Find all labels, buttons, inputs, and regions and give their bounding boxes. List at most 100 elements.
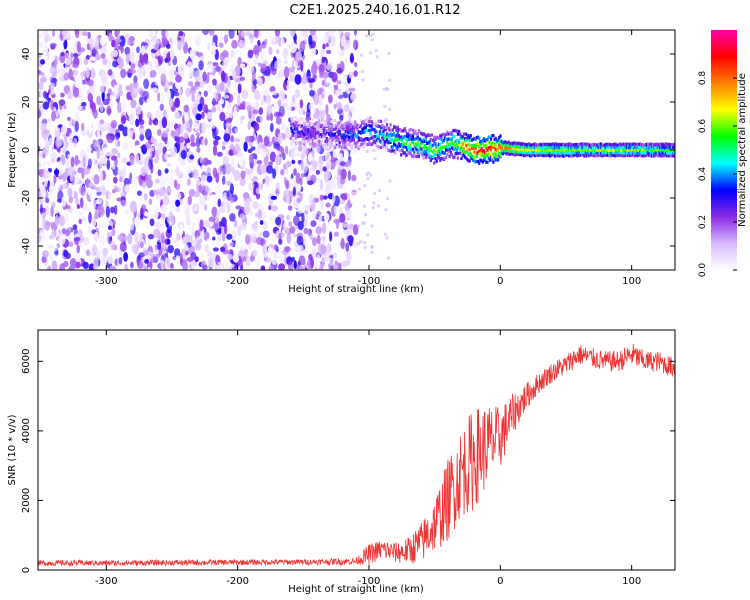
spectrogram-noise-cell	[346, 160, 352, 167]
spectrogram-ridge-cell	[650, 154, 653, 158]
spectrogram-ridge-cell	[511, 149, 514, 153]
spectrogram-ridge-cell	[394, 125, 397, 129]
spectrogram-ridge-cell	[430, 157, 433, 161]
spectrogram-noise-cell	[204, 220, 211, 228]
spectrogram-ridge-cell	[502, 146, 506, 150]
spectrogram-ridge-cell	[359, 131, 363, 135]
spectrogram-noise-cell	[344, 203, 350, 211]
spectrogram-ridge-cell	[426, 147, 429, 151]
spectrogram-ridge-cell	[493, 151, 496, 155]
spectrogram-ridge-cell	[669, 154, 672, 158]
spectrogram-noise-cell	[222, 250, 228, 255]
spectrogram-ridge-cell	[336, 145, 339, 149]
spectrogram-noise-cell	[120, 185, 127, 197]
spectrogram-ridge-cell	[411, 147, 415, 151]
spectrogram-ridge-cell	[472, 146, 475, 150]
spectrogram-ridge-cell	[662, 154, 665, 158]
spectrogram-ridge-cell	[320, 139, 324, 143]
spectrogram-noise-cell	[178, 173, 183, 179]
spectrogram-ridge-cell	[614, 145, 617, 149]
spectrogram-noise-cell	[330, 239, 338, 252]
spectrogram-noise-cell	[307, 153, 313, 163]
spectrogram-ridge-cell	[538, 153, 541, 157]
colorbar-gradient	[711, 30, 737, 270]
spectrogram-ridge-cell	[474, 137, 477, 141]
spectrogram-ridge-cell	[576, 143, 579, 147]
spectrogram-ridge-cell	[566, 143, 569, 147]
spectrogram-noise-cell	[298, 255, 306, 266]
spectrogram-noise-cell	[76, 41, 81, 53]
spectrogram-ridge-cell	[370, 120, 373, 124]
spectrogram-ridge-cell	[553, 150, 556, 154]
spectrogram-noise-cell	[61, 144, 67, 155]
x-tick-label: 0	[497, 276, 503, 287]
spectrogram-ridge-cell	[643, 151, 646, 155]
spectrogram-ridge-cell	[493, 156, 496, 160]
spectrogram-ridge-cell	[382, 125, 385, 129]
spectrogram-ridge-cell	[590, 146, 593, 150]
spectrogram-ridge-cell	[638, 146, 642, 150]
spectrogram-noise-cell	[325, 42, 329, 48]
spectrogram-noise-cell	[259, 220, 264, 225]
spectrogram-ridge-cell	[538, 148, 541, 152]
spectrogram-noise-cell	[245, 256, 251, 267]
spectrogram-noise-cell	[286, 84, 292, 91]
spectrogram-ridge-cell	[319, 135, 322, 139]
spectrogram-ridge-cell	[573, 153, 577, 157]
spectrogram-ridge-cell	[620, 151, 623, 155]
spectrogram-noise-cell	[76, 232, 82, 237]
spectrogram-ridge-cell	[375, 143, 378, 148]
spectrogram-ridge-cell	[445, 145, 448, 149]
spectrogram-ridge-cell	[572, 153, 575, 157]
spectrogram-noise-cell	[288, 67, 296, 73]
spectrogram-ridge-cell	[448, 137, 451, 141]
spectrogram-ridge-cell	[417, 144, 420, 148]
spectrogram-ridge-cell	[640, 154, 643, 158]
spectrogram-noise-cell	[59, 92, 65, 98]
spectrogram-ridge-cell	[598, 145, 601, 149]
spectrogram-ridge-cell	[432, 155, 435, 159]
spectrogram-ridge-cell	[362, 127, 365, 131]
spectrogram-ridge-cell	[519, 148, 522, 152]
spectrogram-noise-cell	[240, 242, 247, 252]
spectrogram-ridge-cell	[608, 142, 611, 146]
spectrogram-ridge-cell	[393, 125, 396, 129]
spectrogram-ridge-cell	[500, 140, 503, 144]
spectrogram-ridge-cell	[407, 151, 410, 155]
spectrogram-noise-cell	[253, 30, 259, 38]
spectrogram-noise-cell	[85, 146, 92, 153]
spectrogram-ridge-cell	[642, 147, 645, 151]
spectrogram-ridge-cell	[332, 127, 335, 131]
spectrogram-noise-cell	[351, 191, 358, 196]
spectrogram-ridge-cell	[378, 125, 381, 129]
spectrogram-ridge-cell	[382, 145, 385, 149]
spectrogram-noise-cell	[139, 133, 145, 142]
spectrogram-noise-cell	[339, 161, 346, 167]
y-tick-label: 20	[21, 96, 32, 109]
spectrogram-ridge-cell	[426, 134, 429, 138]
spectrogram-noise-cell	[179, 124, 184, 137]
spectrogram-ridge-cell	[385, 134, 389, 138]
spectrogram-ridge-cell	[670, 143, 673, 147]
spectrogram-noise-cell	[138, 195, 145, 202]
spectrogram-noise-cell	[362, 204, 366, 208]
spectrogram-noise-cell	[112, 91, 120, 100]
spectrogram-ridge-cell	[398, 144, 402, 148]
spectrogram-ridge-cell	[572, 143, 575, 147]
spectrogram-ridge-cell	[489, 155, 493, 159]
spectrogram-noise-cell	[172, 227, 177, 239]
spectrogram-noise-cell	[38, 109, 42, 119]
spectrogram-ridge-cell	[525, 143, 528, 147]
spectrogram-ridge-cell	[339, 136, 342, 140]
spectrogram-ridge-cell	[423, 133, 426, 137]
spectrogram-ridge-cell	[319, 142, 322, 146]
spectrogram-ridge-cell	[423, 149, 426, 153]
spectrogram-noise-cell	[205, 73, 210, 84]
spectrogram-noise-cell	[130, 261, 134, 269]
spectrogram-ridge-cell	[545, 148, 548, 152]
spectrogram-noise-cell	[259, 115, 264, 122]
spectrogram-ridge-cell	[657, 145, 660, 149]
spectrogram-noise-cell	[166, 186, 171, 193]
spectrogram-ridge-cell	[439, 142, 442, 146]
spectrogram-ridge-cell	[440, 134, 443, 138]
